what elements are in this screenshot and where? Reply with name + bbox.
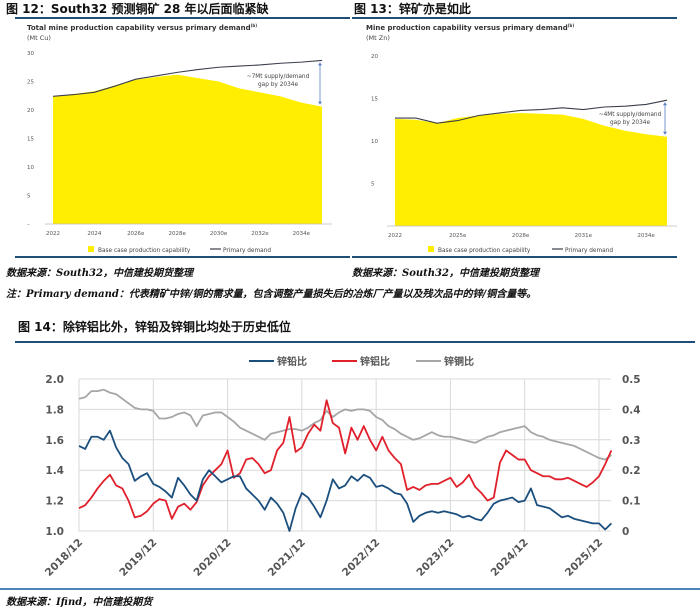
- fig13-source: 数据来源：South32，中信建投期货整理: [352, 268, 539, 279]
- legend-swatch-production: [88, 246, 94, 252]
- fig14-title: 图 14：除锌铝比外，锌铅及锌铜比均处于历史低位: [18, 320, 291, 334]
- y-right-tick-label: 0.2: [622, 465, 641, 477]
- x-tick-label: 2022/12: [340, 537, 382, 579]
- x-tick-label: 2024/12: [489, 537, 531, 579]
- y-left-tick-label: 1.6: [45, 435, 64, 447]
- gap-annotation: gap by 2034e: [258, 82, 298, 88]
- x-tick-label: 2019/12: [117, 537, 159, 579]
- y-right-tick-label: 0.5: [622, 374, 641, 386]
- x-tick-label: 2022: [46, 231, 60, 237]
- y-tick-label: 25: [27, 80, 34, 86]
- legend-label-demand: Primary demand: [223, 248, 271, 254]
- gap-annotation: ~7Mt supply/demand: [247, 74, 310, 80]
- fig14-bottom-rule: [0, 588, 700, 590]
- y-right-tick-label: 0.4: [622, 404, 641, 416]
- y-left-tick-label: 2.0: [45, 374, 64, 386]
- y-right-tick-label: 0: [622, 526, 629, 538]
- x-tick-label: 2020/12: [191, 537, 233, 579]
- legend-label-1: 锌铝比: [360, 355, 390, 368]
- fig12-source: 数据来源：South32，中信建投期货整理: [6, 268, 193, 279]
- x-tick-label: 2028e: [168, 231, 186, 237]
- y-tick-label: 5: [27, 194, 31, 200]
- y-left-tick-label: 1.2: [45, 496, 64, 508]
- x-tick-label: 2028e: [512, 233, 530, 239]
- y-axis-unit: (Mt Cu): [27, 34, 51, 42]
- x-tick-label: 2032e: [251, 231, 269, 237]
- x-tick-label: 2025/12: [563, 537, 605, 579]
- arrow-head-down: [663, 131, 667, 135]
- y-tick-label: 15: [371, 97, 378, 103]
- title-superscript: (b): [568, 23, 575, 28]
- x-tick-label: 2030e: [210, 231, 228, 237]
- legend-label-2: 锌铜比: [444, 355, 474, 368]
- x-tick-label: 2031e: [575, 233, 593, 239]
- x-tick-label: 2018/12: [43, 537, 85, 579]
- x-tick-label: 2026e: [127, 231, 145, 237]
- y-right-tick-label: 0.3: [622, 435, 641, 447]
- legend-label-production: Base case production capability: [438, 248, 531, 254]
- y-left-tick-label: 1.4: [45, 465, 64, 477]
- fig13-title: 图 13：锌矿亦是如此: [354, 2, 471, 16]
- y-left-tick-label: 1.8: [45, 404, 64, 416]
- x-tick-label: 2023/12: [414, 537, 456, 579]
- arrow-head-up: [663, 102, 667, 106]
- fig13-bottom-rule: [352, 256, 677, 258]
- arrow-head-down: [318, 101, 322, 105]
- chart-title: Mine production capability versus primar…: [366, 23, 574, 32]
- arrow-head-up: [318, 62, 322, 66]
- y-right-tick-label: 0.1: [622, 496, 641, 508]
- series-line-1: [78, 399, 613, 520]
- y-tick-label: 10: [371, 139, 378, 145]
- y-tick-label: 10: [27, 165, 34, 171]
- y-tick-label: –: [27, 222, 30, 228]
- fig14-top-rule: [15, 341, 695, 343]
- legend-swatch-production: [428, 246, 434, 252]
- legend-label-0: 锌铅比: [277, 355, 307, 368]
- fig12-bottom-rule: [15, 256, 350, 258]
- y-tick-label: 20: [27, 108, 34, 114]
- note: 注：Primary demand：代表精矿中锌/铜的需求量，包含调整产量损失后的…: [6, 289, 537, 300]
- legend-label-production: Base case production capability: [98, 248, 191, 254]
- fig14-source: 数据来源：Ifind，中信建投期货: [6, 597, 153, 608]
- gap-annotation: gap by 2034e: [610, 120, 650, 126]
- x-tick-label: 2025e: [449, 233, 467, 239]
- y-tick-label: 20: [371, 54, 378, 60]
- fig12-title: 图 12：South32 预测铜矿 28 年以后面临紧缺: [6, 2, 269, 16]
- legend-label-demand: Primary demand: [565, 248, 613, 254]
- production-area: [395, 112, 667, 226]
- fig12-top-rule: [15, 17, 350, 19]
- y-left-tick-label: 1.0: [45, 526, 64, 538]
- demand-line: [395, 99, 668, 124]
- chart-title: Total mine production capability versus …: [27, 23, 257, 32]
- x-tick-label: 2021/12: [266, 537, 308, 579]
- x-tick-label: 2024: [87, 231, 101, 237]
- y-axis-unit: (Mt Zn): [366, 34, 390, 42]
- gap-annotation: ~4Mt supply/demand: [599, 112, 662, 118]
- x-tick-label: 2034e: [637, 233, 655, 239]
- y-tick-label: 5: [371, 182, 375, 188]
- fig13-top-rule: [352, 17, 677, 19]
- series-line-0: [78, 429, 613, 532]
- series-line-2: [78, 388, 612, 461]
- production-area: [53, 74, 322, 224]
- y-tick-label: 15: [27, 137, 34, 143]
- x-tick-label: 2034e: [293, 231, 311, 237]
- title-superscript: (b): [251, 23, 258, 28]
- y-tick-label: 30: [27, 51, 34, 57]
- demand-line: [52, 59, 323, 97]
- x-tick-label: 2022: [388, 233, 402, 239]
